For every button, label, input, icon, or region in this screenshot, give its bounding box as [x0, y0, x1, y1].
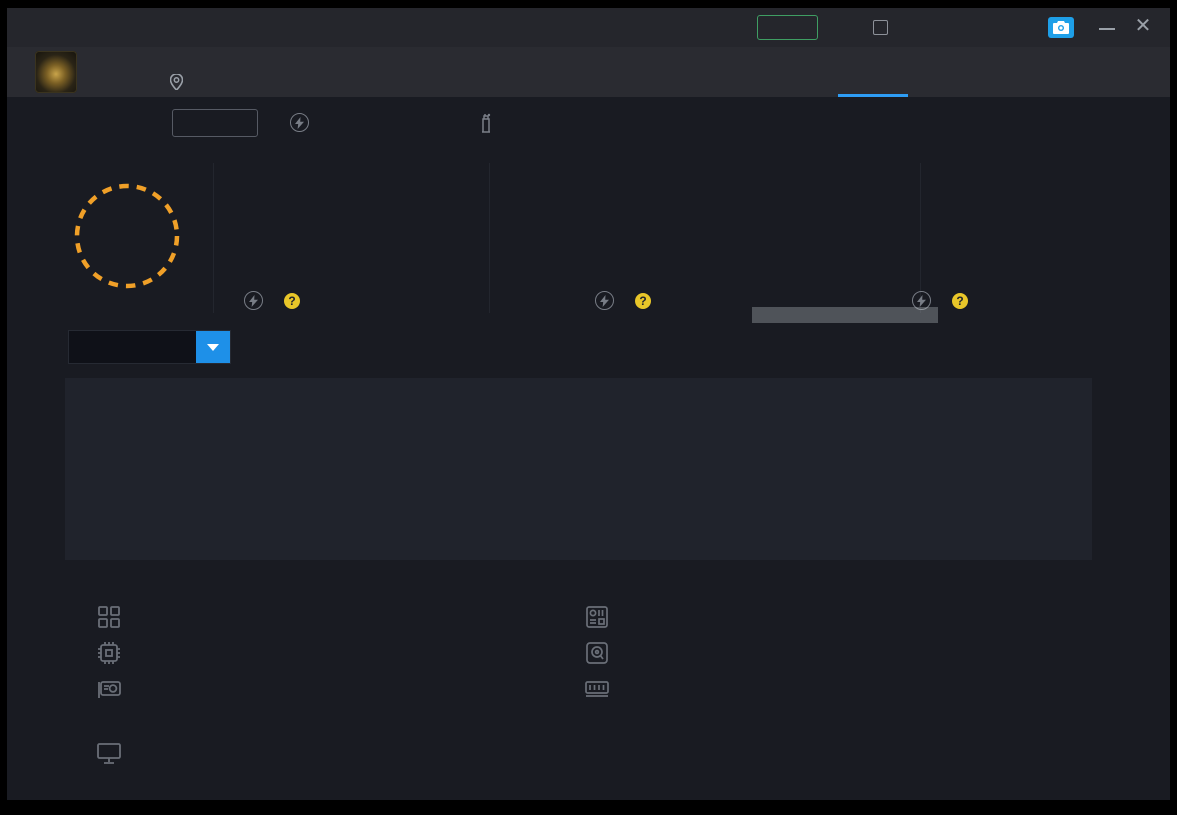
- fps-dashed-ring: [74, 183, 180, 289]
- total-power-usage: [290, 113, 323, 132]
- gpu-power-usage: ?: [595, 291, 651, 310]
- active-tab-underline: [838, 94, 908, 97]
- motherboard-icon: [583, 605, 610, 629]
- location: [170, 74, 188, 90]
- sysinfo-row-disk: [583, 641, 694, 665]
- minimize-button[interactable]: [1099, 28, 1115, 30]
- divider: [489, 163, 490, 313]
- title-bar: ✕: [7, 8, 1170, 47]
- power-bolt-icon: [290, 113, 309, 132]
- sysinfo-row-ram: [583, 677, 694, 701]
- details-button[interactable]: [172, 109, 258, 137]
- sysinfo-row-cpu: [95, 641, 218, 665]
- location-pin-icon: [170, 74, 183, 90]
- game-info-bar: [7, 47, 1170, 97]
- sysinfo-row-gpu: [95, 677, 218, 701]
- fps-chart-svg: [65, 378, 1092, 560]
- gpu-icon: [95, 678, 122, 700]
- gpu-usage-gauge: [517, 186, 613, 282]
- co2-chimney-icon: [478, 113, 494, 133]
- legend-min[interactable]: [908, 337, 930, 350]
- sysinfo-row-os: [95, 605, 218, 629]
- divider: [920, 163, 921, 313]
- power-bolt-icon: [912, 291, 931, 310]
- co2-emission: [478, 113, 508, 133]
- fps-gauge: [73, 182, 181, 290]
- sysinfo-row-motherboard: [583, 605, 694, 629]
- gpu-vram-gauge: [775, 186, 871, 282]
- cpu-icon: [95, 641, 122, 665]
- divider: [213, 163, 214, 313]
- session-times: [92, 74, 188, 90]
- game-icon: [35, 51, 77, 93]
- legend-min-swatch: [908, 337, 921, 350]
- metric-dropdown-value: [69, 331, 196, 363]
- help-icon[interactable]: ?: [284, 292, 300, 309]
- cpu-usage-gauge: [229, 186, 325, 282]
- hide-game-checkbox[interactable]: [873, 20, 888, 35]
- mem-usage-gauge: [964, 186, 1060, 282]
- camera-icon: [1053, 21, 1069, 34]
- help-icon[interactable]: ?: [635, 292, 651, 309]
- power-bolt-icon: [595, 291, 614, 310]
- metric-dropdown-button[interactable]: [196, 331, 230, 363]
- legend-avg[interactable]: [1013, 337, 1035, 350]
- help-icon[interactable]: ?: [952, 292, 968, 309]
- gpu-temp-gauge: [647, 186, 743, 282]
- metric-dropdown[interactable]: [68, 330, 231, 364]
- fps-value: [73, 182, 181, 290]
- export-button[interactable]: [757, 15, 818, 40]
- cpu-power-usage: ?: [244, 291, 300, 310]
- gamepp-window: ✕: [7, 8, 1170, 800]
- chevron-down-icon: [207, 343, 219, 351]
- fps-chart[interactable]: [65, 378, 1092, 560]
- mem-power-usage: ?: [912, 291, 968, 310]
- screenshot-camera-button[interactable]: [1048, 17, 1074, 38]
- sysinfo-row-monitor: [95, 741, 218, 765]
- chart-tooltip: [752, 307, 938, 323]
- power-bolt-icon: [244, 291, 263, 310]
- cpu-temp-gauge: [362, 186, 458, 282]
- close-button[interactable]: ✕: [1134, 15, 1152, 37]
- system-icon: [95, 605, 122, 629]
- disk-icon: [583, 642, 610, 664]
- ram-icon: [583, 679, 610, 699]
- sysinfo-row-gpu-driver: [95, 709, 218, 733]
- monitor-icon: [95, 742, 122, 764]
- legend-avg-swatch: [1013, 337, 1026, 350]
